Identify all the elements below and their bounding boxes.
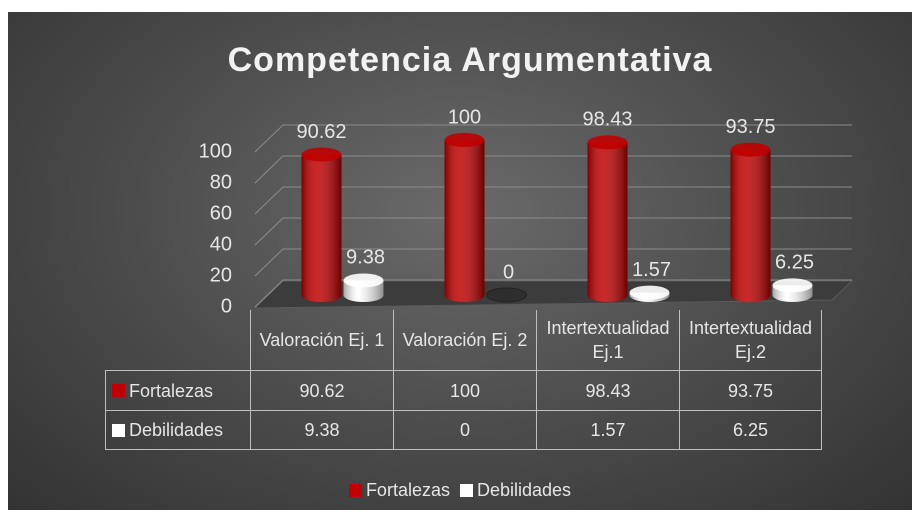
cylinder-top (730, 142, 771, 157)
data-label: 6.25 (775, 252, 814, 274)
table-cell: 100 (393, 370, 536, 410)
cylinder-top (486, 287, 527, 303)
data-label: 93.75 (725, 116, 775, 138)
floor (253, 280, 854, 309)
data-label: 1.57 (632, 259, 671, 281)
table-row-header: Fortalezas (105, 370, 250, 410)
series-name: Debilidades (129, 420, 224, 440)
y-tick-label: 100 (199, 140, 232, 162)
cylinder-top (444, 133, 485, 147)
cylinder-shade (730, 149, 771, 303)
legend-key (112, 384, 125, 397)
table-cell: 1.57 (536, 410, 679, 450)
legend-label: Fortalezas (365, 480, 450, 500)
table-cell: 9.38 (250, 410, 393, 450)
cylinder-shade (587, 142, 628, 303)
cylinder-top (301, 147, 342, 162)
table-cell: 0 (393, 410, 536, 450)
data-label: 9.38 (346, 247, 385, 269)
cylinder-top (343, 273, 384, 288)
series-name: Fortalezas (129, 380, 214, 401)
data-label: 90.62 (296, 121, 346, 143)
cylinder-top (629, 285, 670, 300)
category-label: Valoración Ej. 2 (393, 310, 536, 370)
cylinder-top (772, 278, 813, 293)
y-tick-label: 20 (210, 264, 232, 286)
grid-line (254, 155, 852, 184)
grid-line (254, 124, 852, 153)
table-row-header: Debilidades (105, 410, 250, 450)
data-label: 100 (448, 106, 481, 128)
legend-key (112, 423, 125, 437)
table-cell: 98.43 (536, 370, 679, 410)
y-tick-label: 0 (221, 295, 232, 317)
legend-item: Debilidades (459, 478, 572, 502)
grid-line (254, 248, 852, 277)
legend: Fortalezas Debilidades (0, 476, 920, 504)
grid-line (254, 186, 852, 215)
legend-key (459, 483, 473, 497)
cylinder-shade (444, 140, 485, 303)
data-label: 98.43 (582, 109, 632, 131)
legend-key (348, 483, 362, 497)
category-label: Intertextualidad Ej.1 (536, 310, 679, 370)
y-tick-label: 60 (210, 202, 232, 224)
table-cell: 90.62 (250, 370, 393, 410)
legend-label: Debilidades (476, 480, 572, 500)
data-label: 0 (503, 261, 514, 283)
table-cell: 6.25 (679, 410, 822, 450)
category-label: Valoración Ej. 1 (250, 310, 393, 370)
cylinder-shade (301, 154, 342, 303)
y-tick-label: 40 (210, 233, 232, 255)
grid-line (254, 217, 852, 246)
chart-title: Competencia Argumentativa (228, 41, 713, 79)
y-tick-label: 80 (210, 171, 232, 193)
grid-line (254, 279, 852, 308)
cylinder-top (587, 135, 628, 150)
legend-item: Fortalezas (348, 478, 450, 502)
category-label: Intertextualidad Ej.2 (679, 310, 822, 370)
table-cell: 93.75 (679, 370, 822, 410)
